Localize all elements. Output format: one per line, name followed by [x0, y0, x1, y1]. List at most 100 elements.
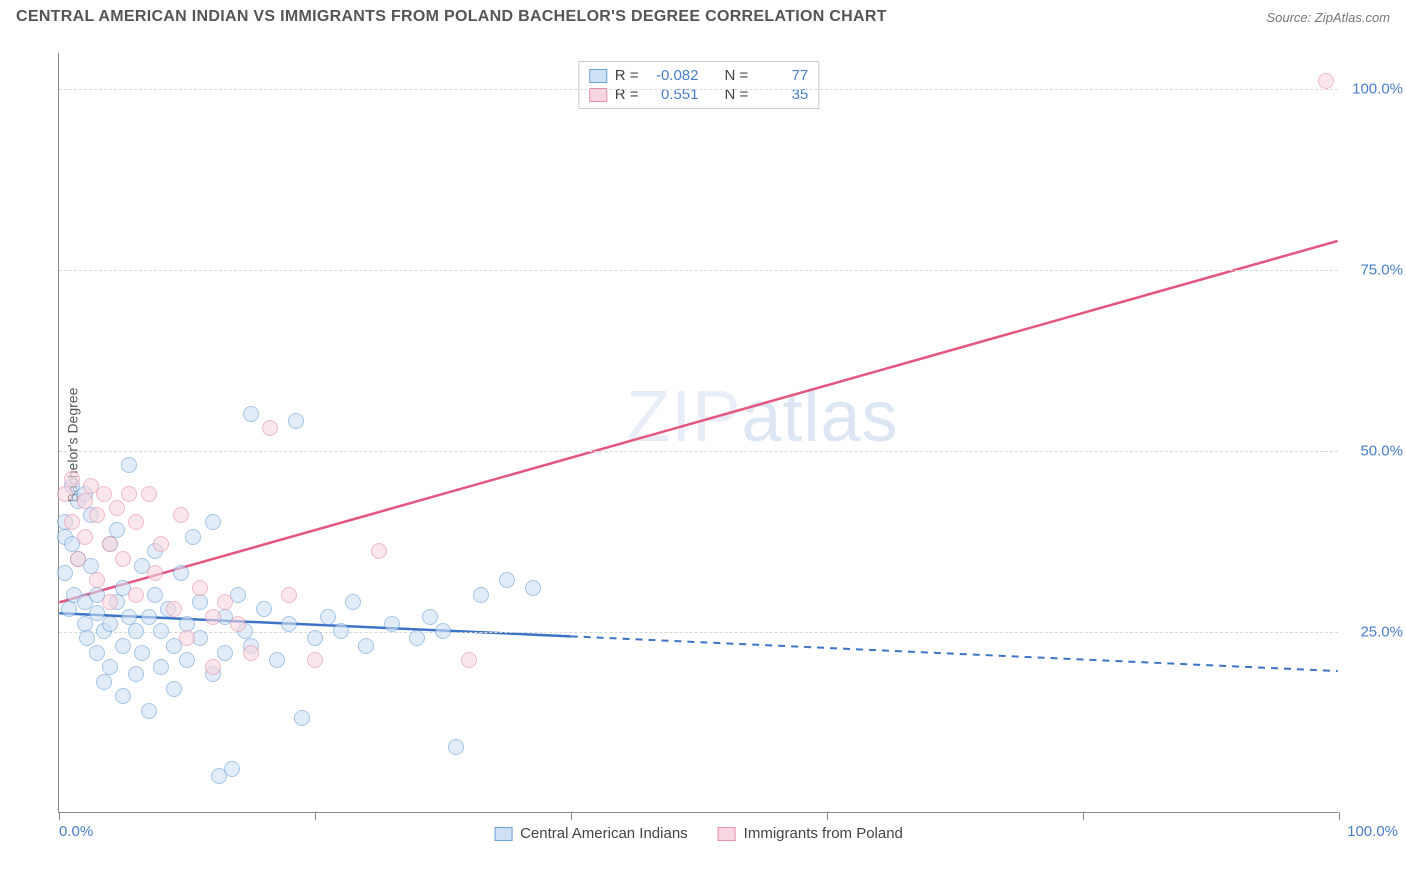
data-point	[166, 601, 182, 617]
data-point	[115, 638, 131, 654]
y-tick-label: 25.0%	[1360, 624, 1403, 641]
data-point	[128, 514, 144, 530]
data-point	[288, 413, 304, 429]
data-point	[89, 507, 105, 523]
data-point	[256, 601, 272, 617]
series-swatch-icon	[589, 69, 607, 83]
title-bar: CENTRAL AMERICAN INDIAN VS IMMIGRANTS FR…	[0, 0, 1406, 30]
data-point	[102, 536, 118, 552]
x-tick	[1083, 812, 1084, 820]
n-value: 77	[756, 67, 808, 84]
watermark: ZIPatlas	[626, 376, 898, 458]
data-point	[115, 688, 131, 704]
r-label: R =	[615, 67, 639, 84]
data-point	[345, 594, 361, 610]
y-tick-label: 50.0%	[1360, 443, 1403, 460]
plot-area: ZIPatlas R = -0.082 N = 77 R = 0.551 N =…	[58, 53, 1338, 813]
x-tick-label-max: 100.0%	[1347, 823, 1398, 840]
data-point	[461, 652, 477, 668]
data-point	[384, 616, 400, 632]
data-point	[179, 652, 195, 668]
legend-item: Immigrants from Poland	[718, 825, 903, 842]
data-point	[70, 551, 86, 567]
data-point	[320, 609, 336, 625]
legend-label: Immigrants from Poland	[744, 825, 903, 842]
data-point	[147, 587, 163, 603]
data-point	[102, 616, 118, 632]
x-tick	[59, 812, 60, 820]
stats-box: R = -0.082 N = 77 R = 0.551 N = 35	[578, 61, 820, 109]
data-point	[473, 587, 489, 603]
data-point	[121, 486, 137, 502]
data-point	[153, 536, 169, 552]
stats-row: R = 0.551 N = 35	[589, 85, 809, 104]
data-point	[102, 659, 118, 675]
data-point	[333, 623, 349, 639]
chart-container: Bachelor's Degree ZIPatlas R = -0.082 N …	[50, 45, 1390, 845]
watermark-atlas: atlas	[741, 377, 898, 457]
data-point	[79, 630, 95, 646]
data-point	[166, 681, 182, 697]
bottom-legend: Central American Indians Immigrants from…	[494, 825, 903, 842]
data-point	[358, 638, 374, 654]
data-point	[115, 551, 131, 567]
data-point	[173, 565, 189, 581]
data-point	[141, 609, 157, 625]
y-tick-label: 100.0%	[1352, 81, 1403, 98]
stats-row: R = -0.082 N = 77	[589, 66, 809, 85]
data-point	[173, 507, 189, 523]
data-point	[525, 580, 541, 596]
data-point	[134, 645, 150, 661]
data-point	[153, 623, 169, 639]
x-tick-label-min: 0.0%	[59, 823, 93, 840]
data-point	[1318, 73, 1334, 89]
data-point	[64, 471, 80, 487]
data-point	[422, 609, 438, 625]
data-point	[205, 609, 221, 625]
legend-swatch-icon	[494, 827, 512, 841]
data-point	[307, 652, 323, 668]
data-point	[121, 457, 137, 473]
data-point	[262, 420, 278, 436]
data-point	[269, 652, 285, 668]
data-point	[217, 645, 233, 661]
data-point	[185, 529, 201, 545]
data-point	[128, 623, 144, 639]
data-point	[77, 493, 93, 509]
data-point	[61, 601, 77, 617]
data-point	[499, 572, 515, 588]
data-point	[409, 630, 425, 646]
grid-line	[59, 451, 1338, 452]
data-point	[109, 500, 125, 516]
data-point	[77, 616, 93, 632]
legend-swatch-icon	[718, 827, 736, 841]
data-point	[224, 761, 240, 777]
y-tick-label: 75.0%	[1360, 262, 1403, 279]
x-tick	[571, 812, 572, 820]
trend-line-dashed	[571, 636, 1338, 671]
data-point	[205, 659, 221, 675]
data-point	[205, 514, 221, 530]
x-tick	[315, 812, 316, 820]
data-point	[57, 565, 73, 581]
data-point	[435, 623, 451, 639]
data-point	[281, 587, 297, 603]
data-point	[89, 572, 105, 588]
n-label: N =	[725, 67, 749, 84]
data-point	[281, 616, 297, 632]
data-point	[192, 594, 208, 610]
data-point	[96, 674, 112, 690]
data-point	[217, 594, 233, 610]
legend-item: Central American Indians	[494, 825, 688, 842]
data-point	[102, 594, 118, 610]
source-label: Source: ZipAtlas.com	[1266, 10, 1390, 25]
data-point	[448, 739, 464, 755]
legend-label: Central American Indians	[520, 825, 688, 842]
data-point	[192, 580, 208, 596]
x-tick	[827, 812, 828, 820]
data-point	[243, 645, 259, 661]
r-value: -0.082	[647, 67, 699, 84]
grid-line	[59, 89, 1338, 90]
data-point	[89, 645, 105, 661]
data-point	[57, 486, 73, 502]
